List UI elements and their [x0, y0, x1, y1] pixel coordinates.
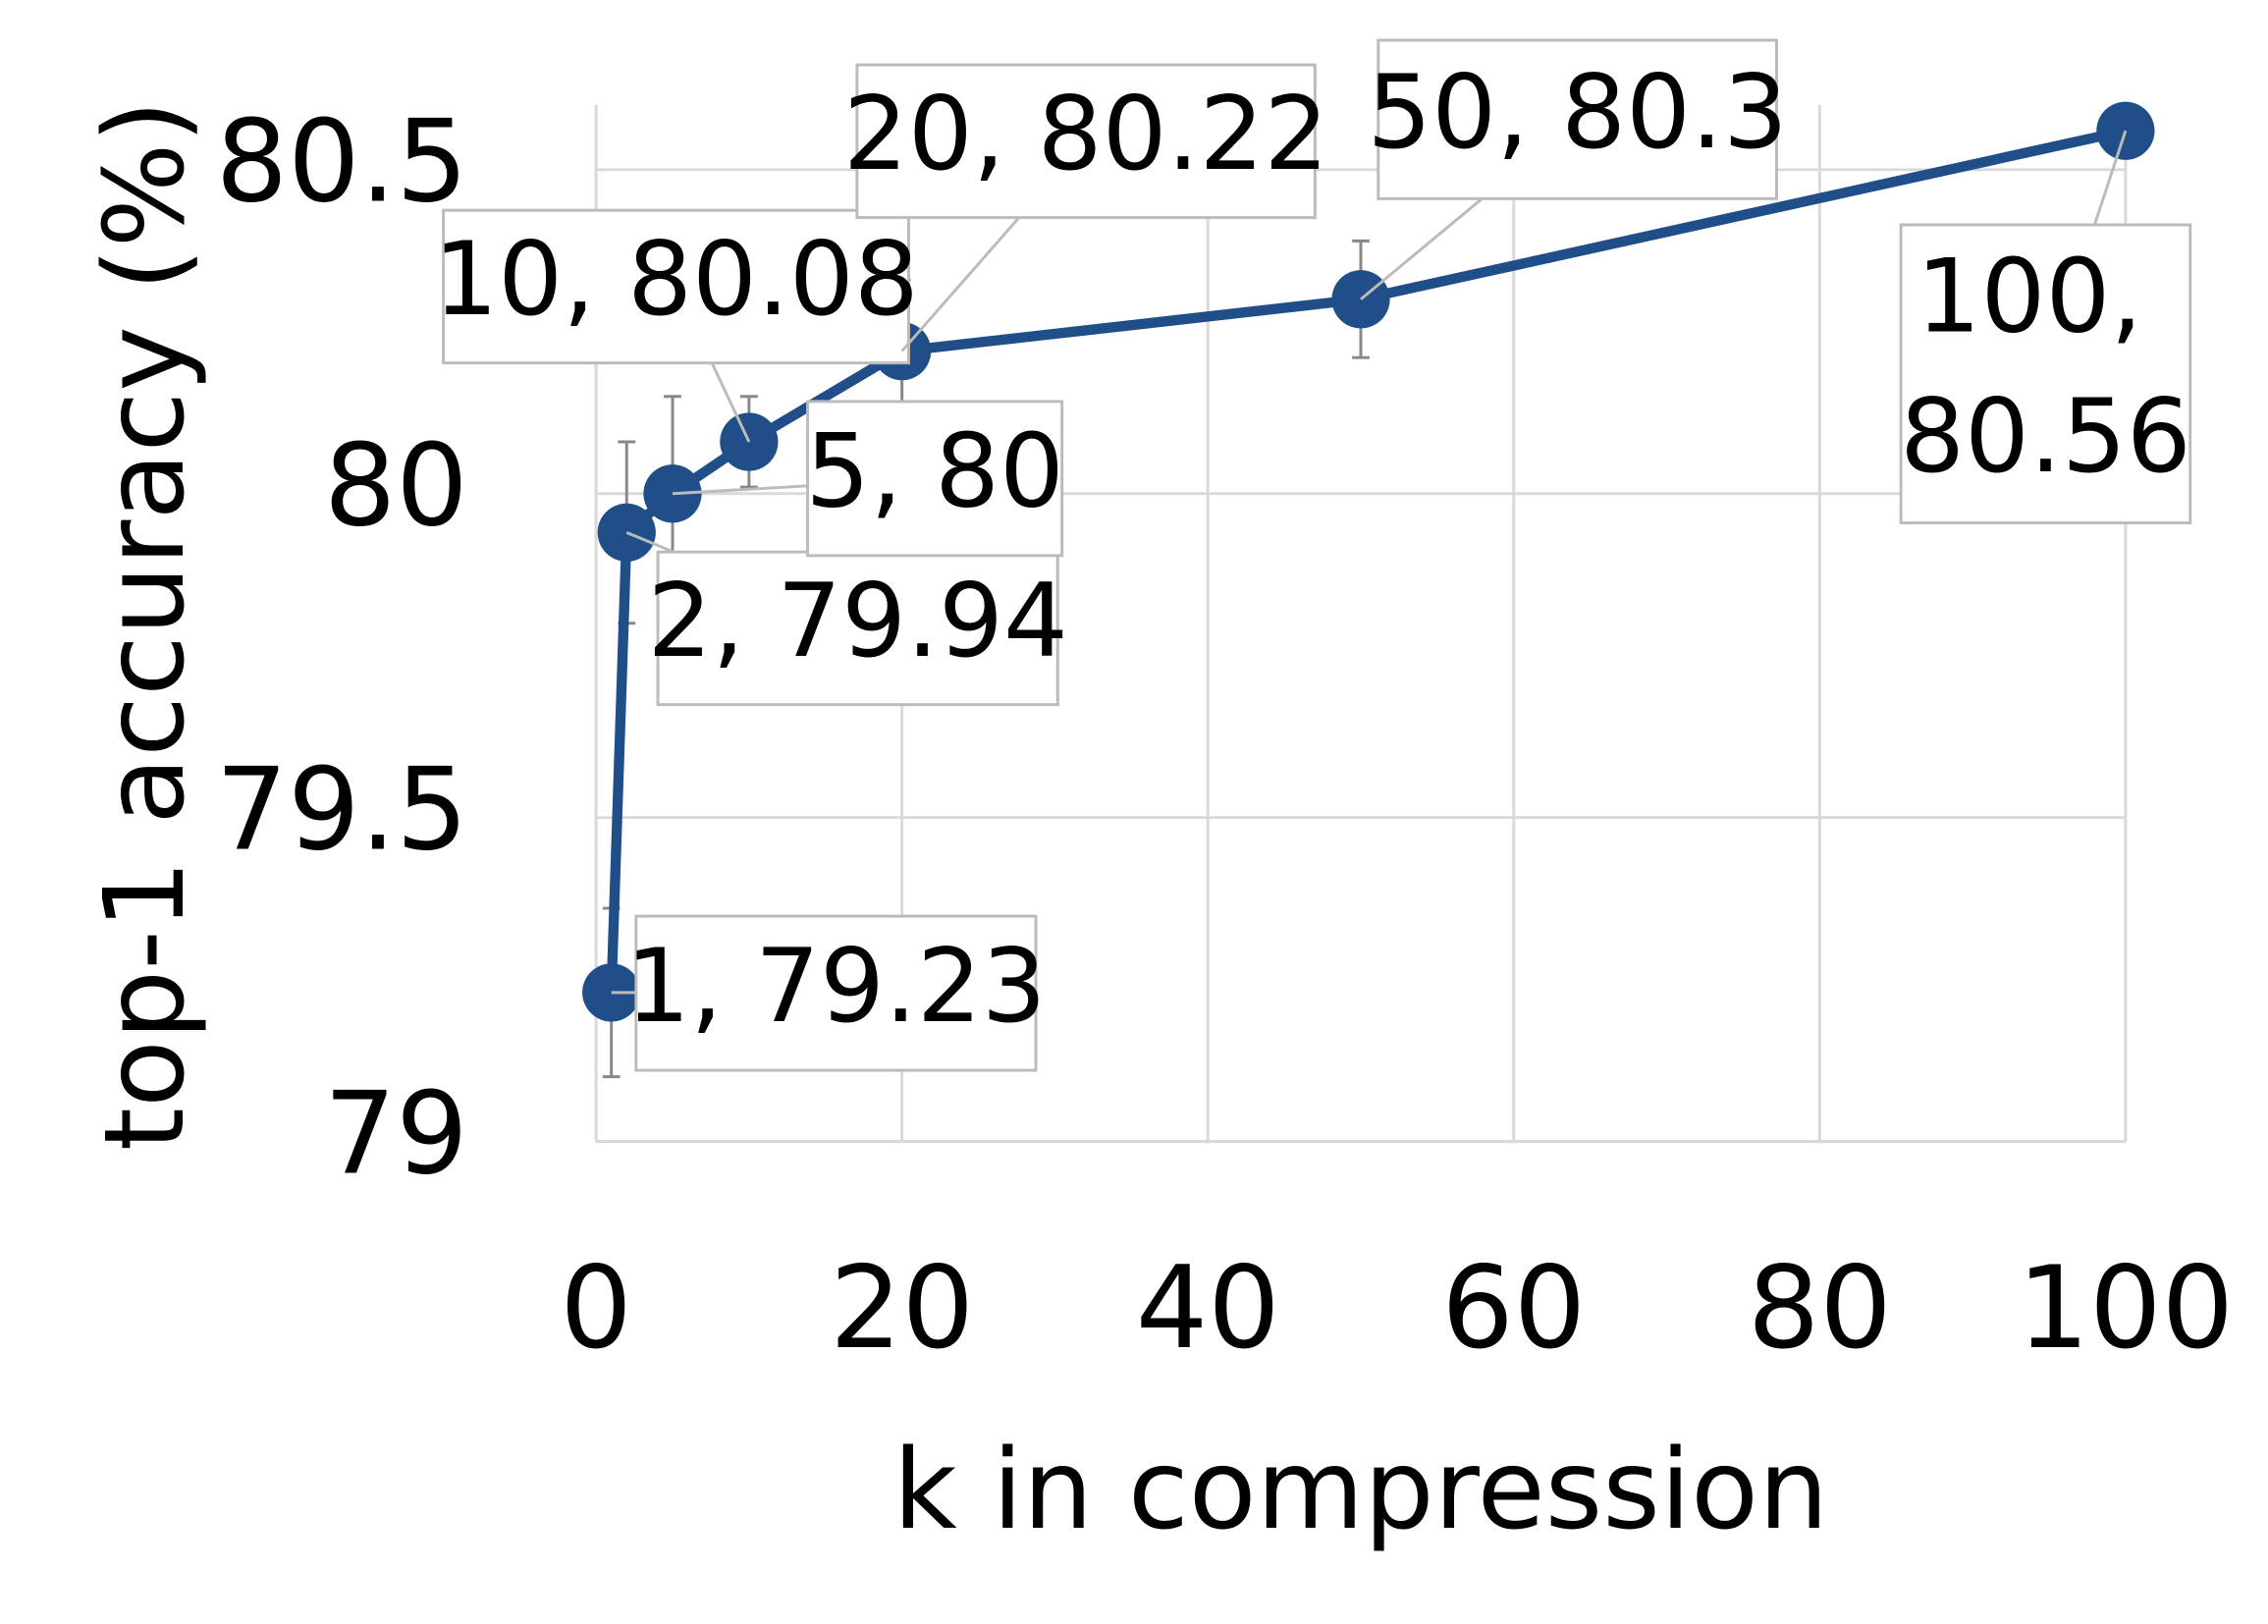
x-tick-label: 80	[1748, 1243, 1892, 1375]
y-axis-title: top-1 accuracy (%)	[81, 100, 209, 1151]
callout-box	[806, 400, 1064, 558]
x-tick-label: 20	[830, 1243, 974, 1375]
y-tick-label: 79.5	[216, 744, 468, 876]
callout-box	[634, 914, 1038, 1072]
callout-box	[656, 550, 1059, 707]
callout-box	[1899, 223, 2192, 525]
callout-box	[442, 208, 910, 365]
data-label: 2, 79.94	[647, 563, 1068, 680]
x-tick-label: 100	[2018, 1243, 2234, 1375]
y-tick-label: 80	[324, 420, 468, 552]
data-point	[2096, 101, 2155, 160]
data-label: 10, 80.08	[433, 221, 918, 339]
y-tick-label: 79	[324, 1068, 468, 1200]
x-axis-title: k in compression	[893, 1426, 1829, 1554]
callout-box	[855, 63, 1317, 220]
data-label: 5, 80	[805, 413, 1064, 531]
y-tick-label: 80.5	[216, 97, 468, 229]
data-label: 1, 79.23	[625, 928, 1047, 1046]
data-label: 100, 80.56	[1900, 239, 2191, 496]
x-tick-label: 40	[1136, 1243, 1280, 1375]
x-tick-label: 60	[1441, 1243, 1586, 1375]
data-label: 50, 80.3	[1367, 54, 1788, 172]
data-point	[597, 503, 656, 562]
data-label: 20, 80.22	[843, 76, 1328, 193]
x-tick-label: 0	[560, 1243, 632, 1375]
callout-box	[1377, 38, 1778, 200]
